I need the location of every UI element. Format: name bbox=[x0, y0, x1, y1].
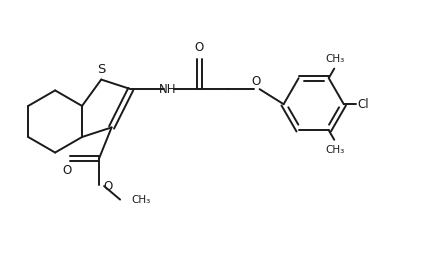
Text: CH₃: CH₃ bbox=[131, 195, 150, 205]
Text: O: O bbox=[103, 180, 112, 193]
Text: Cl: Cl bbox=[358, 98, 369, 111]
Text: S: S bbox=[97, 63, 105, 76]
Text: NH: NH bbox=[158, 83, 176, 96]
Text: O: O bbox=[195, 41, 204, 54]
Text: O: O bbox=[63, 164, 72, 178]
Text: CH₃: CH₃ bbox=[325, 54, 344, 64]
Text: O: O bbox=[251, 75, 261, 88]
Text: CH₃: CH₃ bbox=[325, 145, 344, 155]
